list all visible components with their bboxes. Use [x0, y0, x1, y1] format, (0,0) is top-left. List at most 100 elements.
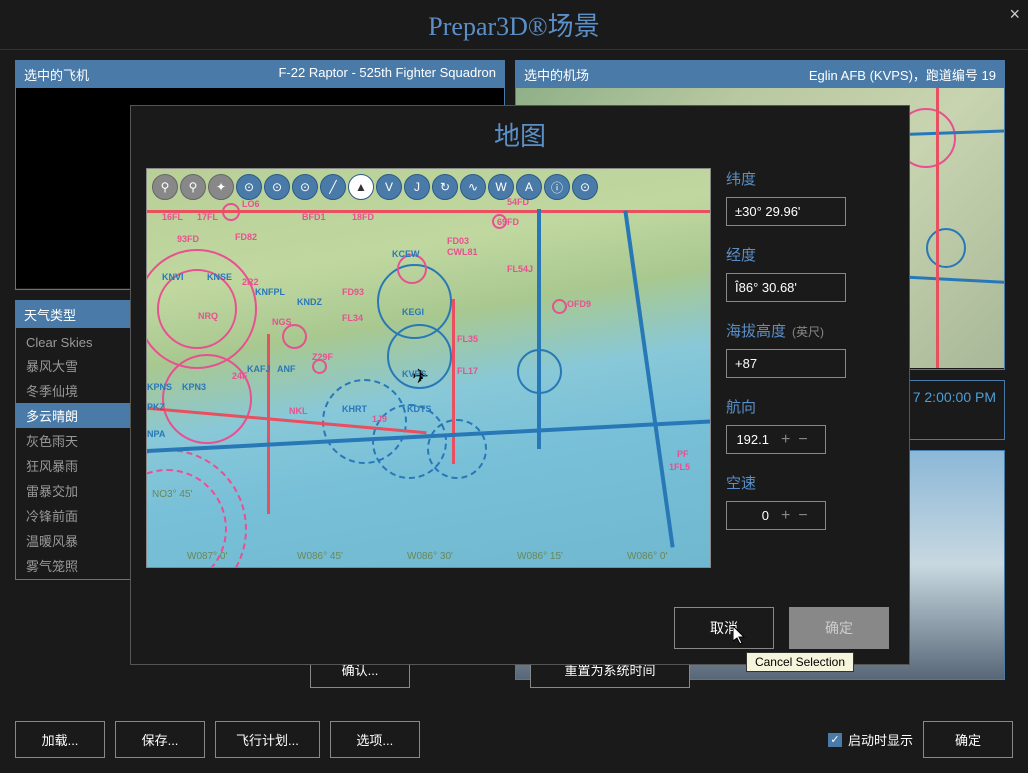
window-title: Prepar3D®场景: [428, 6, 599, 43]
map-label: 69FD: [497, 217, 519, 227]
checkbox-icon[interactable]: ✓: [828, 733, 842, 747]
map-coord: W086° 30': [407, 551, 453, 562]
tool-button-8[interactable]: V: [376, 174, 402, 200]
ok-button[interactable]: 确定: [923, 721, 1013, 758]
lon-label: 经度: [726, 244, 886, 265]
cursor-icon: [733, 626, 749, 651]
main-window: Prepar3D®场景 × 选中的飞机 F-22 Raptor - 525th …: [0, 0, 1028, 773]
map-label: FL54J: [507, 264, 533, 274]
map-label: Z29F: [312, 352, 333, 362]
map-label: FL34: [342, 313, 363, 323]
map-label: NPA: [147, 429, 165, 439]
tool-button-7[interactable]: ▲: [348, 174, 374, 200]
tool-button-10[interactable]: ↻: [432, 174, 458, 200]
airspeed-label: 空速: [726, 472, 886, 493]
alt-input[interactable]: [726, 349, 846, 378]
startup-label: 启动时显示: [848, 730, 913, 749]
flight-plan-button[interactable]: 飞行计划...: [215, 721, 320, 758]
map-label: CWL81: [447, 247, 478, 257]
map-label: PKZ: [147, 402, 165, 412]
map-label: FD82: [235, 232, 257, 242]
plus-icon[interactable]: +: [777, 431, 794, 449]
map-label: KNFPL: [255, 287, 285, 297]
heading-label: 航向: [726, 396, 886, 417]
map-label: 16FL: [162, 212, 183, 222]
map-label: NRQ: [198, 311, 218, 321]
tool-button-12[interactable]: W: [488, 174, 514, 200]
alt-unit: (英尺): [792, 323, 824, 340]
tool-button-11[interactable]: ∿: [460, 174, 486, 200]
options-button[interactable]: 选项...: [330, 721, 420, 758]
map-label: NKL: [289, 406, 308, 416]
map-label: FL35: [457, 334, 478, 344]
map-label: KDTS: [407, 404, 432, 414]
alt-label: 海拔高度: [726, 320, 786, 341]
map-label: 1FL5: [669, 462, 690, 472]
lon-input[interactable]: [726, 273, 846, 302]
airport-label: 选中的机场: [524, 65, 589, 84]
aircraft-value: F-22 Raptor - 525th Fighter Squadron: [278, 65, 496, 84]
dialog-title: 地图: [131, 106, 909, 168]
map-label: 17FL: [197, 212, 218, 222]
dialog-body: ⚲⚲✦⊙⊙⊙╱▲VJ↻∿WAⓘ⊙: [131, 168, 909, 568]
map-label: PF: [677, 449, 689, 459]
map-coord: W087° 0': [187, 551, 227, 562]
map-label: 93FD: [177, 234, 199, 244]
map-label: KNDZ: [297, 297, 322, 307]
map-coord: W086° 45': [297, 551, 343, 562]
map-label: FD03: [447, 236, 469, 246]
dialog-ok-button[interactable]: 确定: [789, 607, 889, 649]
map-label: FD93: [342, 287, 364, 297]
aircraft-label: 选中的飞机: [24, 65, 89, 84]
map-label: FL17: [457, 366, 478, 376]
tool-button-6[interactable]: ╱: [320, 174, 346, 200]
minus-icon[interactable]: −: [794, 507, 811, 525]
lat-input[interactable]: [726, 197, 846, 226]
map-label: NGS: [272, 317, 292, 327]
map-label: LO6: [242, 199, 260, 209]
tool-button-5[interactable]: ⊙: [292, 174, 318, 200]
tool-button-2[interactable]: ✦: [208, 174, 234, 200]
tool-button-13[interactable]: A: [516, 174, 542, 200]
map-label: 2R2: [242, 277, 259, 287]
tool-button-14[interactable]: ⓘ: [544, 174, 570, 200]
tool-button-0[interactable]: ⚲: [152, 174, 178, 200]
dialog-buttons: 取消 确定: [674, 607, 889, 649]
map-label: 24F: [232, 371, 248, 381]
load-button[interactable]: 加载...: [15, 721, 105, 758]
map-label: KHRT: [342, 404, 367, 414]
cancel-button[interactable]: 取消: [674, 607, 774, 649]
airspeed-stepper[interactable]: + −: [726, 501, 826, 530]
map-label: 1J9: [372, 414, 387, 424]
save-button[interactable]: 保存...: [115, 721, 205, 758]
time-value: 7 2:00:00 PM: [913, 389, 996, 405]
tool-button-15[interactable]: ⊙: [572, 174, 598, 200]
lat-label: 纬度: [726, 168, 886, 189]
tooltip: Cancel Selection: [746, 652, 854, 672]
heading-input[interactable]: [727, 426, 777, 453]
plus-icon[interactable]: +: [777, 507, 794, 525]
title-bar: Prepar3D®场景 ×: [0, 0, 1028, 50]
map-label: KNSE: [207, 272, 232, 282]
map-coord: NO3° 45': [152, 489, 192, 500]
close-icon[interactable]: ×: [1009, 4, 1020, 25]
tool-button-1[interactable]: ⚲: [180, 174, 206, 200]
airport-header: 选中的机场 Eglin AFB (KVPS)，跑道编号 19: [516, 61, 1004, 88]
airport-value: Eglin AFB (KVPS)，跑道编号 19: [809, 65, 996, 84]
map-coord: W086° 0': [627, 551, 667, 562]
startup-checkbox-wrap[interactable]: ✓ 启动时显示: [828, 730, 913, 749]
map-label: KCEW: [392, 249, 420, 259]
tool-button-4[interactable]: ⊙: [264, 174, 290, 200]
map-label: KPN3: [182, 382, 206, 392]
airspeed-input[interactable]: [727, 502, 777, 529]
minus-icon[interactable]: −: [794, 431, 811, 449]
tool-button-3[interactable]: ⊙: [236, 174, 262, 200]
heading-stepper[interactable]: + −: [726, 425, 826, 454]
map-label: 18FD: [352, 212, 374, 222]
map-area[interactable]: ⚲⚲✦⊙⊙⊙╱▲VJ↻∿WAⓘ⊙: [146, 168, 711, 568]
map-controls: 纬度 经度 海拔高度 (英尺) 航向 + − 空速 +: [726, 168, 886, 568]
tool-button-9[interactable]: J: [404, 174, 430, 200]
map-label: BFD1: [302, 212, 326, 222]
map-dialog: 地图 ⚲⚲✦⊙⊙⊙╱▲VJ↻∿WAⓘ⊙: [130, 105, 910, 665]
map-toolbar: ⚲⚲✦⊙⊙⊙╱▲VJ↻∿WAⓘ⊙: [152, 174, 598, 200]
